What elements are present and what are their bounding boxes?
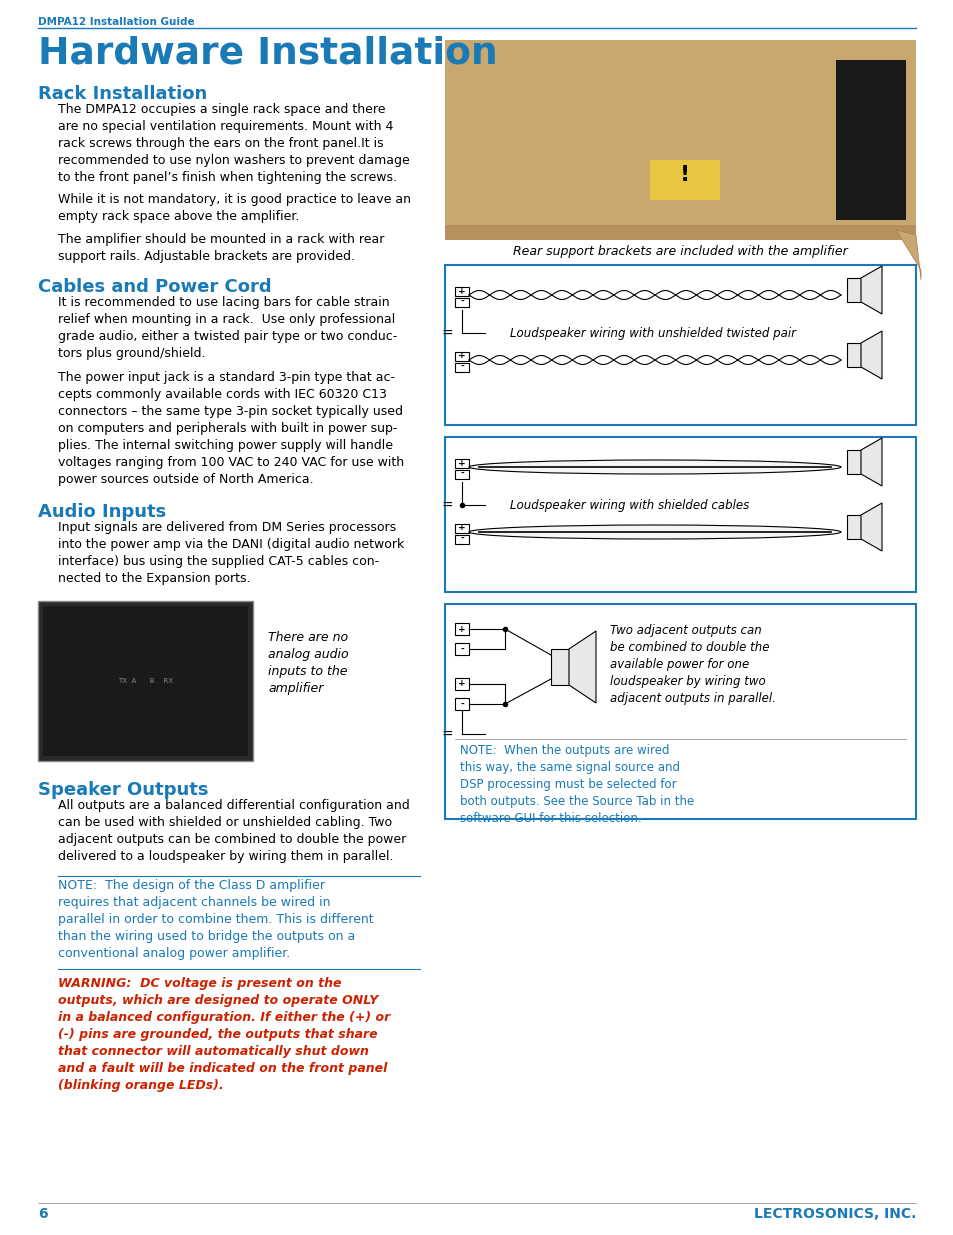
- Text: =: =: [441, 327, 453, 341]
- Bar: [455, 363, 469, 372]
- Text: +: +: [457, 625, 465, 634]
- Text: Rear support brackets are included with the amplifier: Rear support brackets are included with …: [513, 245, 847, 258]
- Text: +: +: [457, 458, 465, 468]
- Bar: [455, 287, 469, 296]
- Text: The power input jack is a standard 3-pin type that ac-
cepts commonly available : The power input jack is a standard 3-pin…: [58, 370, 404, 487]
- Text: The amplifier should be mounted in a rack with rear
support rails. Adjustable br: The amplifier should be mounted in a rac…: [58, 233, 384, 263]
- Bar: [455, 643, 469, 655]
- Text: !: !: [679, 165, 689, 185]
- Bar: [455, 622, 469, 635]
- Text: Rack Installation: Rack Installation: [38, 85, 207, 103]
- Text: Speaker Outputs: Speaker Outputs: [38, 781, 209, 799]
- Text: There are no
analog audio
inputs to the
amplifier: There are no analog audio inputs to the …: [268, 631, 348, 695]
- Text: While it is not mandatory, it is good practice to leave an
empty rack space abov: While it is not mandatory, it is good pr…: [58, 193, 411, 224]
- Bar: [846, 450, 861, 474]
- Text: Loudspeaker wiring with unshielded twisted pair: Loudspeaker wiring with unshielded twist…: [510, 326, 795, 340]
- Text: NOTE:  The design of the Class D amplifier
requires that adjacent channels be wi: NOTE: The design of the Class D amplifie…: [58, 879, 374, 960]
- Text: Hardware Installation: Hardware Installation: [38, 35, 497, 70]
- Bar: [444, 225, 915, 240]
- Bar: [455, 471, 469, 479]
- Bar: [444, 604, 915, 819]
- Text: =: =: [441, 499, 453, 513]
- Text: Loudspeaker wiring with shielded cables: Loudspeaker wiring with shielded cables: [510, 499, 748, 511]
- Bar: [455, 459, 469, 468]
- Ellipse shape: [469, 459, 841, 474]
- Text: It is recommended to use lacing bars for cable strain
relief when mounting in a : It is recommended to use lacing bars for…: [58, 296, 396, 359]
- Text: +: +: [457, 287, 465, 295]
- Bar: [551, 650, 568, 685]
- Bar: [444, 437, 915, 592]
- Polygon shape: [895, 230, 920, 280]
- Polygon shape: [861, 331, 882, 379]
- Text: 6: 6: [38, 1207, 48, 1221]
- Bar: [846, 343, 861, 367]
- Text: +: +: [457, 679, 465, 688]
- Polygon shape: [861, 503, 882, 551]
- Text: The DMPA12 occupies a single rack space and there
are no special ventilation req: The DMPA12 occupies a single rack space …: [58, 103, 410, 184]
- Text: -: -: [459, 468, 463, 478]
- Text: Audio Inputs: Audio Inputs: [38, 503, 166, 521]
- Bar: [43, 606, 248, 756]
- Text: +: +: [457, 352, 465, 361]
- Bar: [649, 161, 720, 200]
- Text: -: -: [459, 296, 463, 305]
- Text: WARNING:  DC voltage is present on the
outputs, which are designed to operate ON: WARNING: DC voltage is present on the ou…: [58, 977, 390, 1092]
- Text: +: +: [457, 524, 465, 532]
- Bar: [835, 61, 905, 220]
- Ellipse shape: [469, 525, 841, 538]
- Bar: [846, 278, 861, 303]
- Text: Two adjacent outputs can
be combined to double the
available power for one
louds: Two adjacent outputs can be combined to …: [609, 624, 775, 705]
- Bar: [38, 601, 253, 761]
- Text: NOTE:  When the outputs are wired
this way, the same signal source and
DSP proce: NOTE: When the outputs are wired this wa…: [459, 743, 694, 825]
- Polygon shape: [861, 266, 882, 314]
- Bar: [444, 266, 915, 425]
- Text: Cables and Power Cord: Cables and Power Cord: [38, 278, 272, 296]
- Text: -: -: [459, 362, 463, 370]
- Text: LECTROSONICS, INC.: LECTROSONICS, INC.: [753, 1207, 915, 1221]
- Text: Input signals are delivered from DM Series processors
into the power amp via the: Input signals are delivered from DM Seri…: [58, 521, 404, 585]
- Text: All outputs are a balanced differential configuration and
can be used with shiel: All outputs are a balanced differential …: [58, 799, 410, 863]
- Bar: [455, 698, 469, 710]
- Text: =: =: [441, 727, 453, 742]
- Text: DMPA12 Installation Guide: DMPA12 Installation Guide: [38, 17, 194, 27]
- Polygon shape: [861, 438, 882, 487]
- Bar: [455, 298, 469, 308]
- Text: -: -: [459, 699, 463, 709]
- Bar: [455, 535, 469, 543]
- Text: -: -: [459, 534, 463, 542]
- Bar: [444, 40, 915, 240]
- Bar: [455, 524, 469, 534]
- Text: TX  A      B    RX: TX A B RX: [118, 678, 172, 684]
- Text: -: -: [459, 645, 463, 653]
- Bar: [455, 678, 469, 690]
- Bar: [846, 515, 861, 538]
- Polygon shape: [568, 631, 596, 703]
- Bar: [455, 352, 469, 361]
